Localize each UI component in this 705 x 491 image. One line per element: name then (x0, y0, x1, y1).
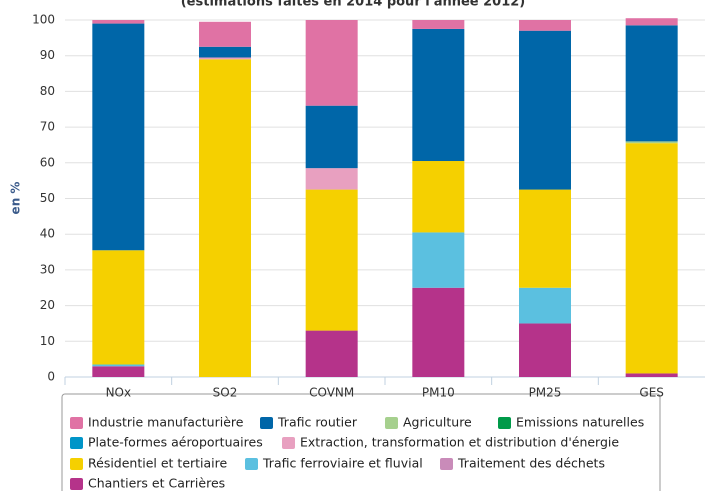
legend-swatch (440, 458, 453, 470)
bar-segment (519, 189, 571, 288)
bar-segment (519, 287, 571, 324)
legend-label: Agriculture (403, 415, 472, 430)
legend-swatch (282, 437, 295, 449)
y-tick-label: 20 (40, 298, 55, 312)
y-tick-label: 30 (40, 262, 55, 276)
bar-segment (519, 30, 571, 190)
legend-label: Trafic ferroviaire et fluvial (262, 456, 423, 471)
bar-segment (92, 23, 145, 251)
x-tick-label: PM25 (529, 386, 562, 400)
x-tick-label: NOx (106, 386, 132, 400)
legend-swatch (70, 478, 83, 490)
bar-segment (305, 189, 358, 331)
legend-label: Plate-formes aéroportuaires (88, 435, 263, 450)
chart-subtitle: (estimations faites en 2014 pour l'année… (181, 0, 526, 10)
bar-segment (412, 287, 465, 377)
bar-segment (199, 46, 251, 58)
bar-segment (625, 25, 678, 142)
x-tick-label: GES (639, 386, 664, 400)
bar-segment (625, 373, 678, 377)
legend-label: Emissions naturelles (516, 415, 644, 430)
legend-swatch (498, 417, 511, 429)
legend-label: Trafic routier (277, 415, 358, 430)
bar-segment (92, 366, 145, 377)
bar-segment (199, 57, 251, 60)
y-tick-label: 100 (32, 13, 55, 27)
bar-segment (519, 323, 571, 377)
y-tick-label: 90 (40, 48, 55, 62)
bar-segment (305, 168, 358, 190)
legend-label: Traitement des déchets (457, 456, 605, 471)
legend-swatch (260, 417, 273, 429)
legend-swatch (70, 437, 83, 449)
legend-label: Industrie manufacturière (88, 415, 244, 430)
y-tick-label: 80 (40, 84, 55, 98)
bar-segment (199, 21, 251, 47)
legend-label: Chantiers et Carrières (88, 476, 225, 491)
bar-segment (305, 330, 358, 377)
bar-segment (92, 364, 145, 367)
legend-swatch (385, 417, 398, 429)
legend-label: Extraction, transformation et distributi… (300, 435, 619, 450)
y-tick-label: 40 (40, 227, 55, 241)
bar-segment (625, 18, 678, 26)
bar-segment (519, 20, 571, 31)
legend-swatch (70, 458, 83, 470)
y-tick-label: 60 (40, 155, 55, 169)
x-tick-label: PM10 (422, 386, 455, 400)
y-tick-label: 70 (40, 120, 55, 134)
x-tick-label: COVNM (309, 386, 354, 400)
bar-segment (92, 250, 145, 365)
bar-segment (412, 20, 465, 29)
y-axis-label: en % (9, 182, 23, 215)
x-tick-label: SO2 (213, 386, 238, 400)
legend-label: Résidentiel et tertiaire (88, 456, 228, 471)
bar-segment (199, 59, 251, 378)
bar-segment (305, 105, 358, 169)
y-tick-label: 50 (40, 191, 55, 205)
legend-swatch (70, 417, 83, 429)
bar-segment (412, 161, 465, 233)
y-tick-label: 10 (40, 334, 55, 348)
bar-segment (625, 143, 678, 374)
bar-segment (92, 20, 145, 24)
bar-segment (625, 141, 678, 144)
y-tick-label: 0 (47, 370, 55, 384)
bar-segment (412, 232, 465, 288)
legend-swatch (245, 458, 258, 470)
bar-segment (305, 20, 358, 106)
bar-segment (412, 28, 465, 162)
